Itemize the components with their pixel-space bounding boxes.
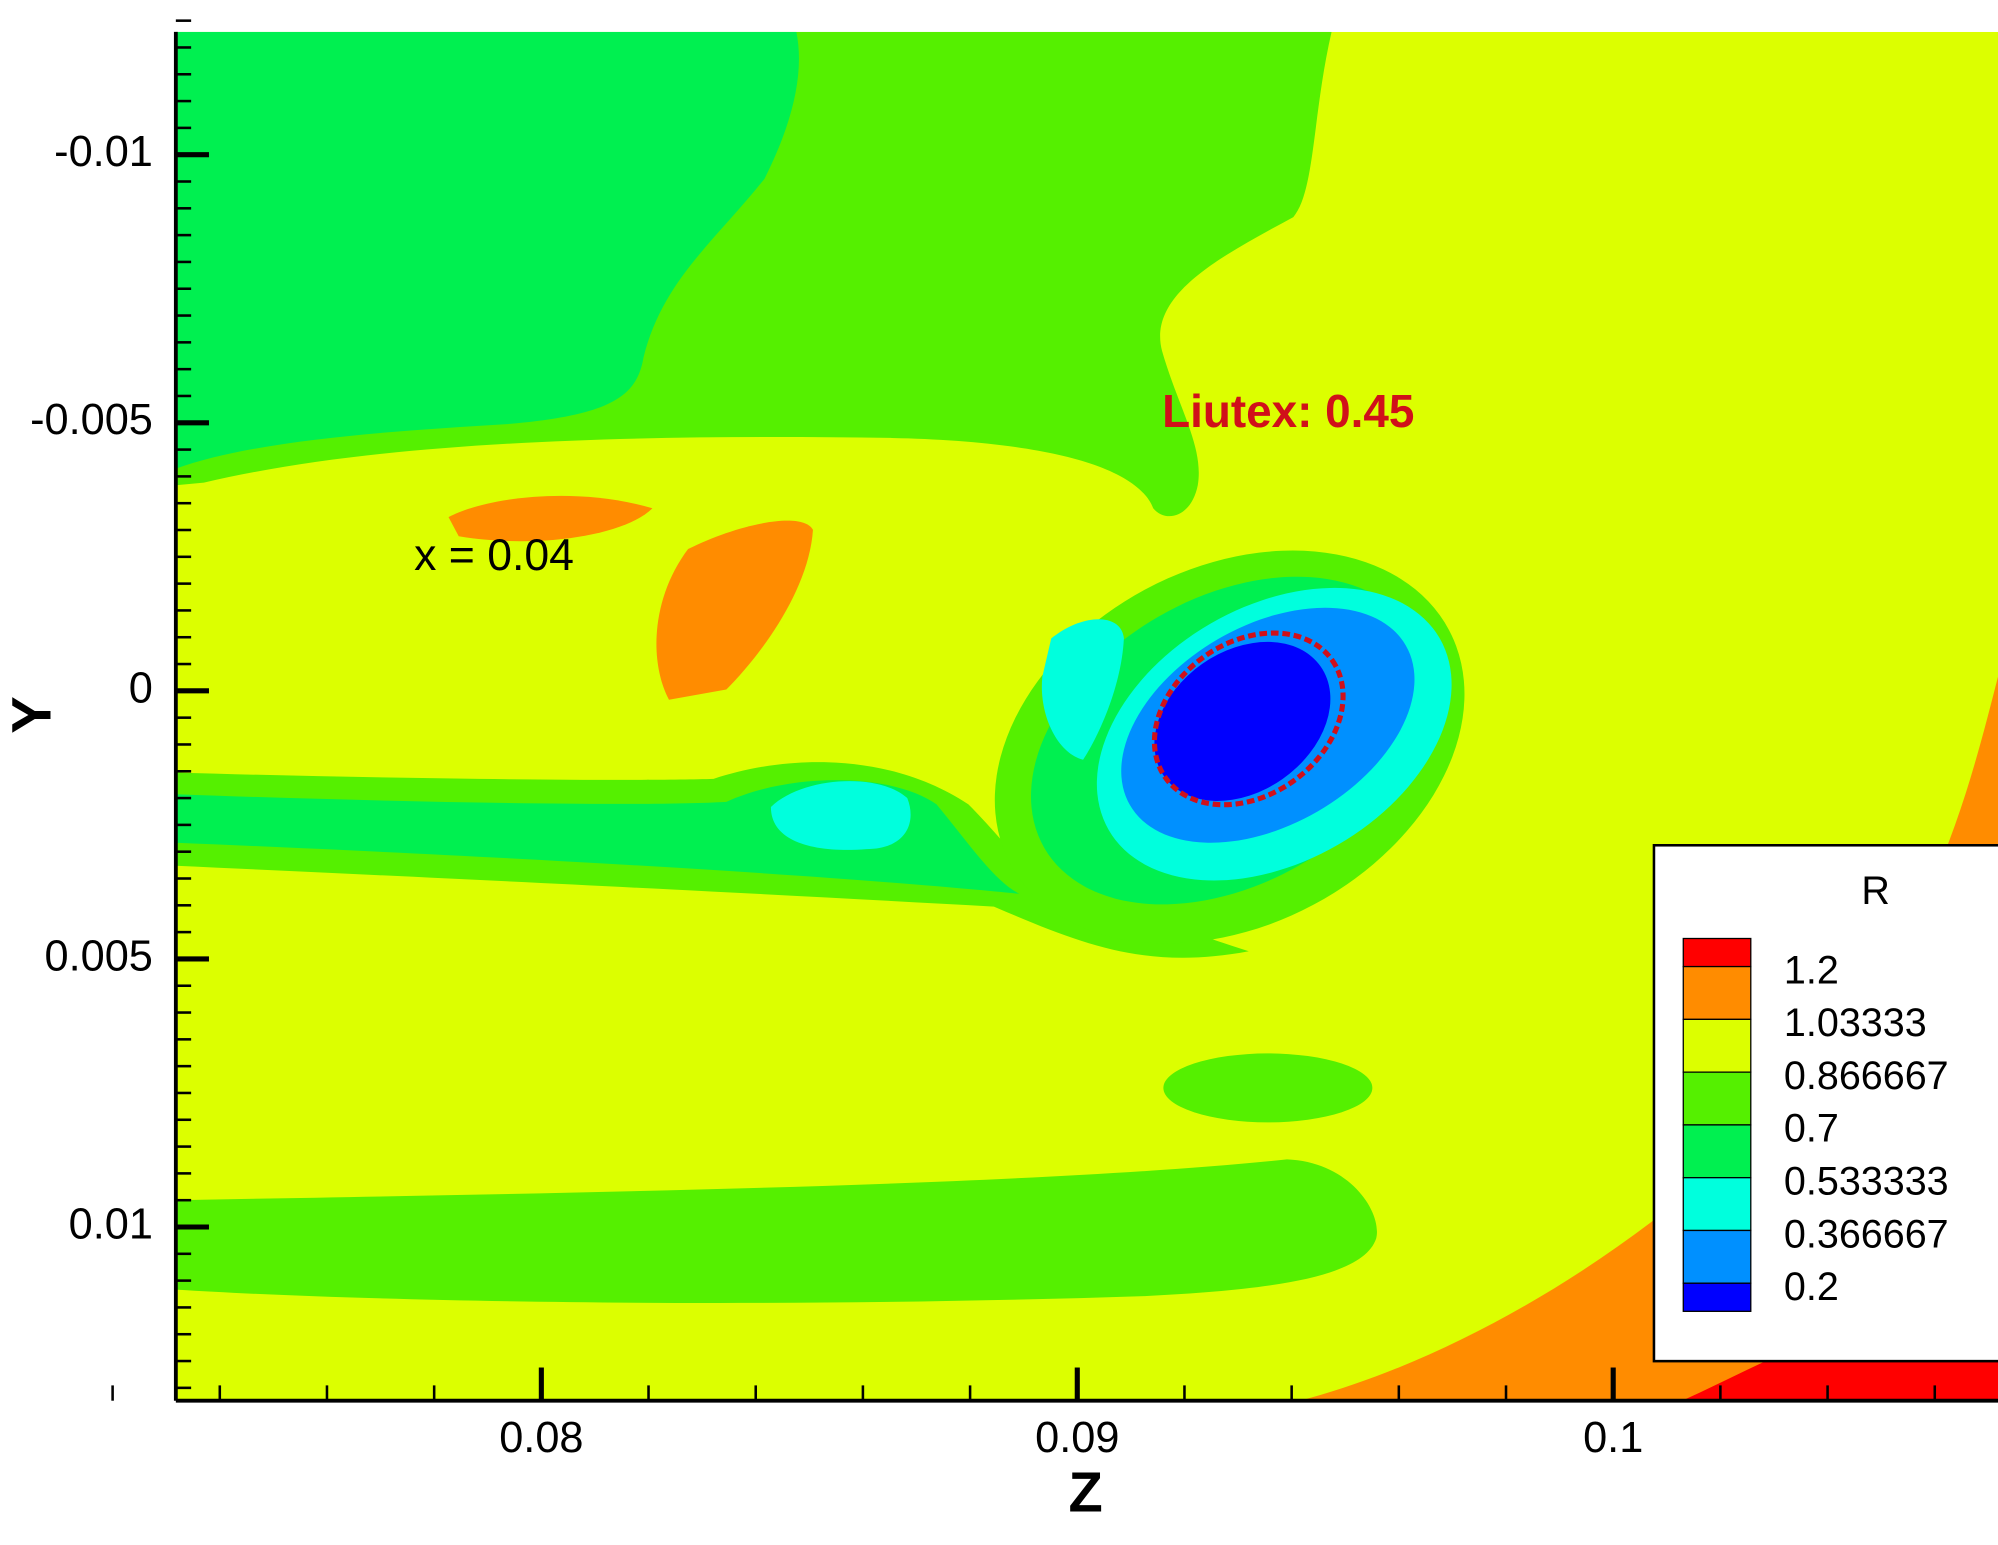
y-tick-label: 0	[129, 664, 153, 712]
contour-region	[175, 1159, 1377, 1303]
contour-field	[175, 31, 1998, 1401]
legend-label: 1.2	[1784, 948, 1839, 992]
contour-region	[1154, 641, 1331, 801]
legend-swatch	[1682, 937, 1752, 968]
contour-region	[175, 31, 799, 469]
legend-label: 0.366667	[1784, 1212, 1949, 1256]
legend-label: 0.2	[1784, 1265, 1839, 1309]
liutex-contour	[1151, 630, 1346, 808]
legend-swatch	[1682, 1177, 1752, 1232]
legend-swatch	[1682, 1071, 1752, 1126]
contour-region	[770, 781, 911, 850]
contour-region	[1163, 1053, 1373, 1123]
x-axis-label: Z	[1069, 1460, 1103, 1523]
legend-swatch	[1682, 1282, 1752, 1312]
contour-region	[1041, 619, 1124, 760]
legend-swatch	[1682, 1229, 1752, 1284]
x-tick-label: 0.08	[499, 1414, 583, 1462]
annotation: x = 0.04	[414, 531, 574, 580]
x-tick-label: 0.09	[1035, 1414, 1119, 1462]
legend-label: 0.533333	[1784, 1159, 1949, 1203]
legend-title: R	[1861, 869, 1890, 913]
legend-label: 1.03333	[1784, 1001, 1927, 1045]
x-tick-label: 0.1	[1583, 1414, 1643, 1462]
annotation: Liutex: 0.45	[1162, 385, 1414, 437]
legend-swatch	[1682, 965, 1752, 1020]
legend-label: 0.866667	[1784, 1054, 1949, 1098]
y-tick-label: -0.005	[30, 396, 153, 444]
y-tick-label: 0.005	[45, 932, 153, 980]
y-tick-label: 0.01	[69, 1200, 153, 1248]
legend-label: 0.7	[1784, 1107, 1839, 1151]
legend-swatch	[1682, 1018, 1752, 1073]
legend-swatch	[1682, 1124, 1752, 1179]
contour-region	[448, 495, 653, 542]
contour-region	[656, 520, 813, 700]
y-tick-label: -0.01	[54, 128, 153, 176]
y-axis-label: Y	[0, 696, 62, 733]
